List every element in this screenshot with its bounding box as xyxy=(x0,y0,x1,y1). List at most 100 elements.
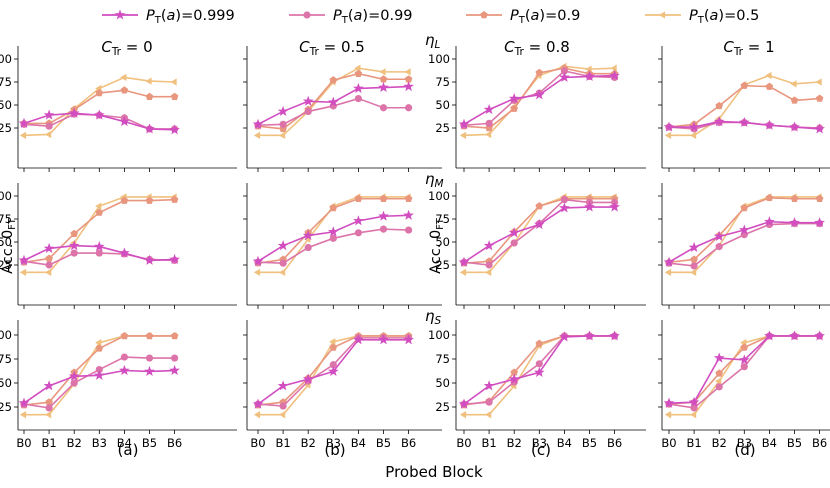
data-point xyxy=(688,396,700,407)
data-point xyxy=(353,215,364,226)
column-title: CTr = 0.5 xyxy=(299,38,365,58)
data-point xyxy=(378,210,389,221)
data-point xyxy=(329,76,338,84)
data-point xyxy=(19,411,27,419)
column-title: CTr = 0.8 xyxy=(504,38,570,58)
data-point xyxy=(44,411,52,419)
data-point xyxy=(535,202,544,210)
y-tick-label: 50 xyxy=(435,235,450,249)
y-tick-label: 75 xyxy=(435,212,450,226)
y-axis-title: Acc. 0FT xyxy=(428,217,446,274)
data-point xyxy=(120,353,128,361)
data-point xyxy=(279,259,287,267)
data-point xyxy=(403,209,414,220)
data-point xyxy=(253,131,261,139)
data-point xyxy=(119,364,130,376)
data-point xyxy=(379,225,388,233)
data-point xyxy=(508,92,520,104)
data-point xyxy=(663,256,675,267)
legend-marker xyxy=(114,9,126,20)
data-point xyxy=(279,120,287,128)
data-point xyxy=(459,131,467,139)
x-tick-label: B4 xyxy=(351,436,366,450)
data-point xyxy=(740,363,748,371)
data-point xyxy=(353,334,364,345)
data-point xyxy=(169,253,180,265)
data-point xyxy=(404,194,413,202)
y-tick-label: 100 xyxy=(0,189,12,203)
series-p999 xyxy=(252,334,414,409)
data-point xyxy=(740,343,749,351)
y-tick-label: 25 xyxy=(0,400,12,414)
data-point xyxy=(277,105,289,116)
data-point xyxy=(483,380,495,391)
data-point xyxy=(43,380,55,391)
series-p999 xyxy=(252,81,414,129)
data-point xyxy=(170,78,177,86)
x-tick-label: B0 xyxy=(456,436,471,450)
legend-item-p5: PT(a)=0.5 xyxy=(645,8,759,26)
x-tick-label: B6 xyxy=(167,436,182,450)
data-point xyxy=(45,398,53,406)
data-point xyxy=(170,331,179,340)
data-point xyxy=(144,254,155,265)
data-point xyxy=(120,196,129,204)
data-point xyxy=(302,373,314,384)
subplot-label: (b) xyxy=(324,441,345,459)
data-point xyxy=(252,398,264,409)
data-point xyxy=(353,82,364,93)
series-p999 xyxy=(252,209,414,266)
data-point xyxy=(145,92,154,100)
data-point xyxy=(95,339,102,347)
data-point xyxy=(327,226,339,237)
data-point xyxy=(663,121,675,132)
panel-r0-c0: 25 50 75 100 xyxy=(0,46,237,172)
y-tick-label: 25 xyxy=(0,258,12,272)
series-p999 xyxy=(18,107,180,135)
data-point xyxy=(252,255,264,266)
data-point xyxy=(559,71,570,82)
data-point xyxy=(379,68,386,76)
data-point xyxy=(510,368,518,376)
data-point xyxy=(169,364,180,376)
y-tick-label: 50 xyxy=(0,98,12,112)
data-point xyxy=(304,107,312,116)
data-point xyxy=(713,230,725,242)
y-tick-label: 75 xyxy=(0,212,12,226)
data-point xyxy=(508,373,520,384)
x-tick-label: B5 xyxy=(376,436,391,450)
legend: PT(a)=0.999 PT(a)=0.99 PT(a)=0.9 PT(a)=0.5 xyxy=(102,8,759,26)
data-point xyxy=(145,196,154,204)
column-title: CTr = 0 xyxy=(101,38,152,58)
data-point xyxy=(18,254,30,265)
series-p999 xyxy=(18,240,180,265)
data-point xyxy=(119,247,130,258)
x-tick-label: B2 xyxy=(712,436,727,450)
data-point xyxy=(120,73,127,82)
x-tick-label: B5 xyxy=(582,436,597,450)
y-tick-label: 100 xyxy=(0,52,12,66)
data-point xyxy=(789,121,800,132)
y-tick-label: 100 xyxy=(428,189,450,203)
data-point xyxy=(560,67,569,75)
panel-r1-c3 xyxy=(658,183,830,309)
x-tick-label: B0 xyxy=(250,436,265,450)
data-point xyxy=(484,411,492,419)
y-tick-label: 50 xyxy=(0,376,12,390)
x-axis-title: Probed Block xyxy=(385,463,483,481)
data-point xyxy=(765,82,774,90)
panel-r0-c3 xyxy=(658,46,830,172)
data-point xyxy=(740,81,749,89)
data-point xyxy=(609,330,620,341)
data-point xyxy=(533,89,545,100)
data-point xyxy=(144,365,155,377)
legend-marker xyxy=(303,11,311,19)
data-point xyxy=(170,195,179,203)
data-point xyxy=(120,86,129,94)
data-point xyxy=(815,94,824,102)
legend-label: PT(a)=0.9 xyxy=(510,8,580,26)
data-point xyxy=(483,104,495,115)
row-title: ηL xyxy=(425,31,441,51)
data-point xyxy=(738,224,750,235)
data-point xyxy=(68,240,80,251)
